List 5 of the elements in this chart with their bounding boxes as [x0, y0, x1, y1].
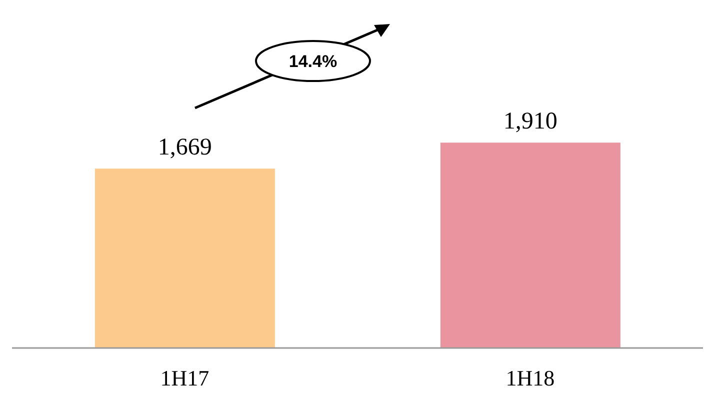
text: 14.4% [288, 52, 338, 71]
x-tick-label: 1H18 [506, 366, 555, 391]
x-tick-label: 1H17 [160, 366, 210, 391]
data-label: 1,669 [158, 134, 212, 161]
data-label: 1,910 [503, 108, 558, 135]
